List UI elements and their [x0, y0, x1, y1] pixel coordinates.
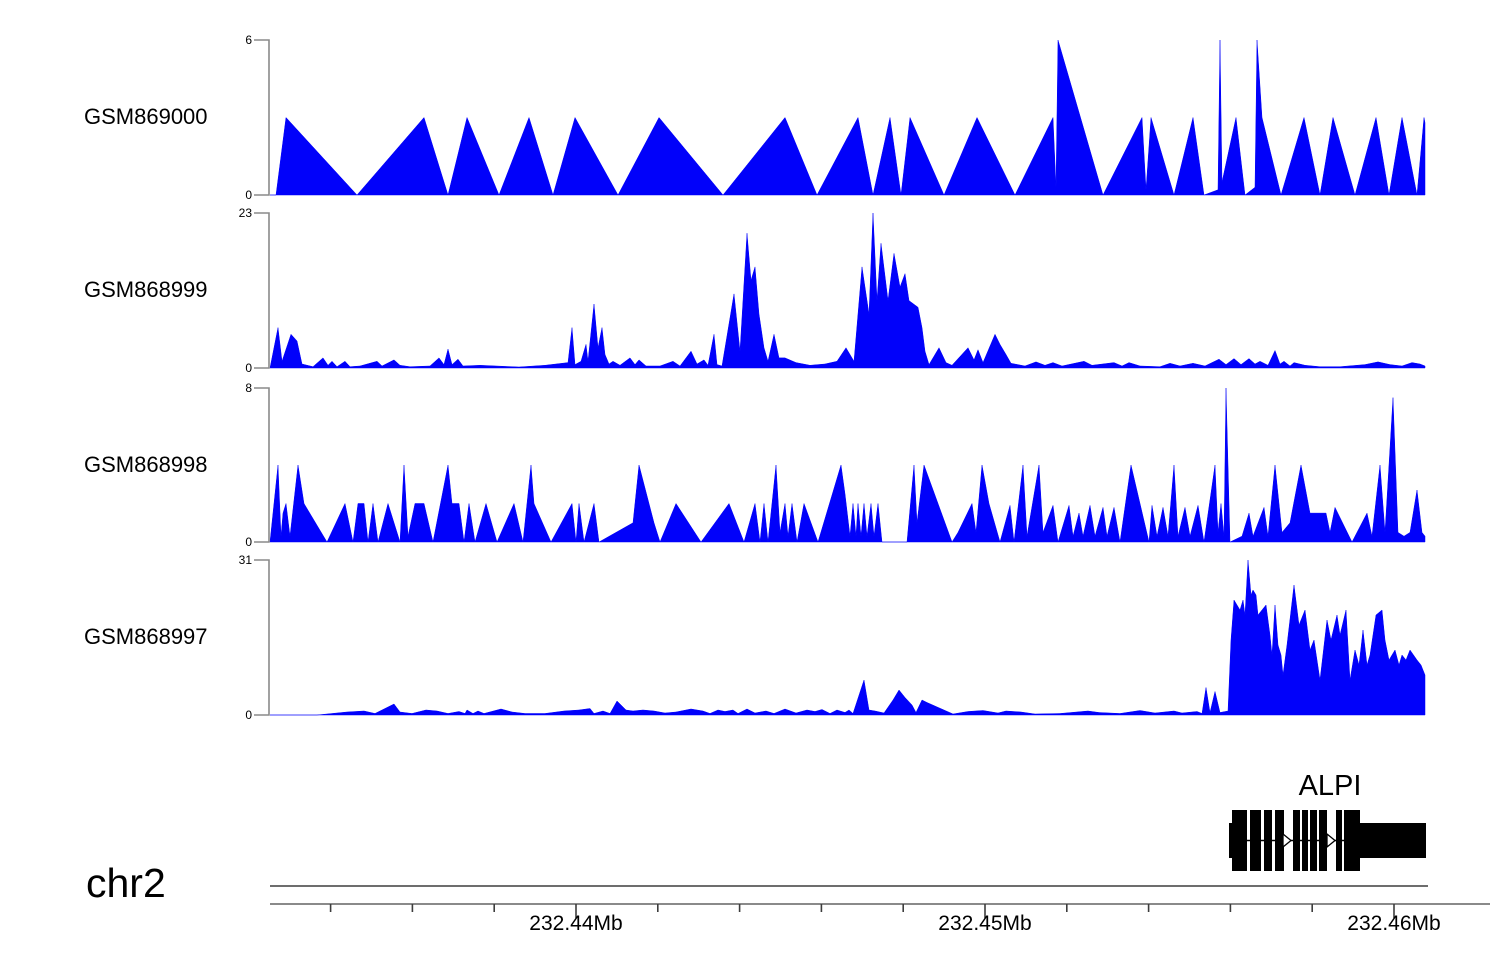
- axis-tick-label-232.45: 232.45Mb: [938, 912, 1032, 935]
- gene-exon-8: [1319, 810, 1327, 871]
- track-label-1: GSM869000: [84, 104, 208, 129]
- gene-exon-9: [1336, 810, 1342, 871]
- gene-exon-4: [1275, 810, 1284, 871]
- coverage-area-GSM868999: [269, 212, 1426, 369]
- track-label-3: GSM868998: [84, 452, 208, 477]
- y-max-label-track3: 8: [245, 381, 252, 395]
- y-min-label-track3: 0: [245, 535, 252, 549]
- axis-tick-label-232.44: 232.44Mb: [529, 912, 623, 935]
- gene-strand-arrow-icon: [1326, 832, 1337, 849]
- y-max-label-track2: 23: [238, 206, 252, 220]
- gene-exon-5: [1293, 810, 1300, 871]
- gene-exon-1: [1232, 810, 1247, 871]
- coverage-area-GSM868998: [269, 387, 1426, 543]
- gene-utr3-block: [1360, 823, 1426, 858]
- gene-strand-arrow-icon: [1282, 832, 1293, 849]
- track-label-2: GSM868999: [84, 277, 208, 302]
- y-max-label-track4: 31: [238, 553, 252, 567]
- y-axis-bracket-GSM868998: [254, 387, 270, 543]
- coverage-area-GSM869000: [270, 39, 1426, 196]
- gene-exon-10: [1344, 810, 1360, 871]
- gene-exon-2: [1250, 810, 1261, 871]
- gene-exon-7: [1310, 810, 1317, 871]
- coverage-area-GSM868997: [270, 559, 1426, 716]
- y-min-label-track1: 0: [245, 188, 252, 202]
- gene-exon-3: [1264, 810, 1272, 871]
- axis-tick-label-232.46: 232.46Mb: [1347, 912, 1441, 935]
- y-min-label-track4: 0: [245, 708, 252, 722]
- y-min-label-track2: 0: [245, 361, 252, 375]
- gene-name-label: ALPI: [1298, 770, 1362, 802]
- y-axis-bracket-GSM869000: [254, 39, 270, 196]
- track-label-4: GSM868997: [84, 624, 208, 649]
- chromosome-label: chr2: [86, 860, 166, 906]
- y-axis-bracket-GSM868999: [254, 212, 270, 369]
- y-max-label-track1: 6: [245, 33, 252, 47]
- y-axis-bracket-GSM868997: [254, 559, 270, 716]
- gene-exon-6: [1302, 810, 1308, 871]
